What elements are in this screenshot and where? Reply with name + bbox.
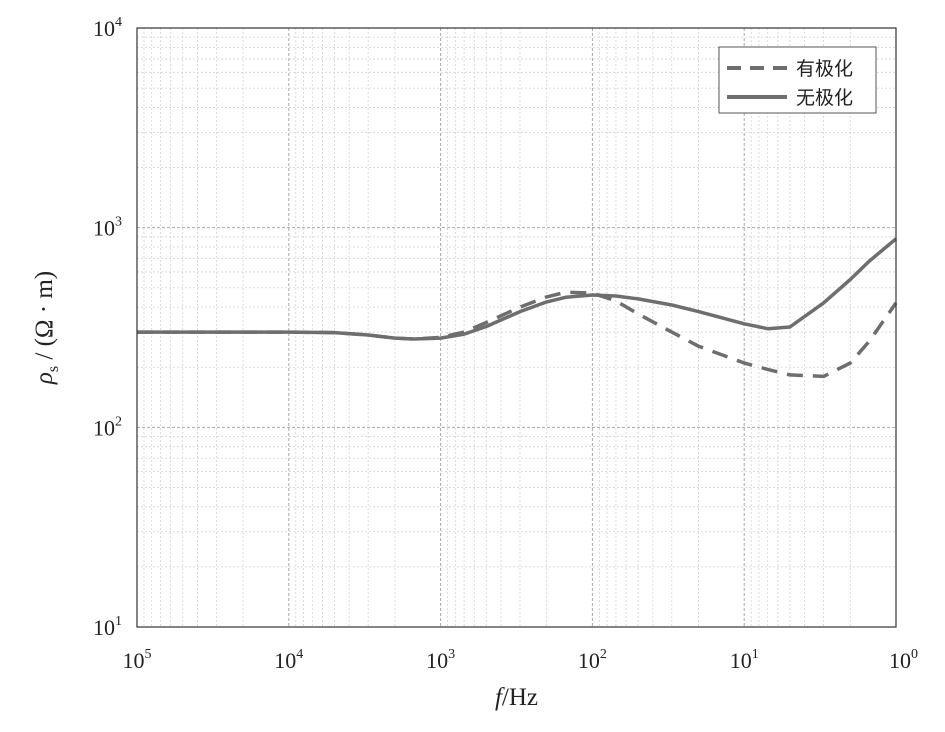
series-line-unpolarized bbox=[137, 237, 898, 341]
x-tick-base: 10 bbox=[889, 648, 911, 673]
x-axis-label: f/Hz bbox=[495, 684, 538, 711]
x-tick-base: 10 bbox=[730, 648, 752, 673]
y-axis-label-subscript: s bbox=[45, 366, 62, 372]
x-tick-label: 105 bbox=[123, 647, 152, 673]
x-tick-label: 101 bbox=[730, 647, 759, 673]
y-tick-label: 104 bbox=[93, 15, 122, 41]
legend-label-polarized: 有极化 bbox=[796, 58, 853, 80]
series-layer bbox=[137, 237, 898, 379]
legend: 有极化 无极化 bbox=[718, 46, 877, 114]
x-tick-label: 102 bbox=[578, 647, 607, 673]
legend-label-unpolarized: 无极化 bbox=[796, 87, 853, 109]
x-tick-label: 104 bbox=[274, 647, 303, 673]
y-tick-base: 10 bbox=[93, 415, 115, 440]
y-axis-label-symbol: ρ bbox=[31, 372, 58, 385]
x-axis-label-symbol: f bbox=[495, 684, 505, 711]
y-tick-label: 101 bbox=[93, 614, 122, 640]
y-axis-label-unit: / (Ω · m) bbox=[31, 271, 58, 366]
x-tick-exp: 0 bbox=[911, 647, 918, 662]
x-tick-exp: 3 bbox=[448, 647, 455, 662]
x-tick-label: 100 bbox=[889, 647, 918, 673]
x-tick-exp: 2 bbox=[600, 647, 607, 662]
x-tick-exp: 1 bbox=[752, 647, 759, 662]
y-tick-base: 10 bbox=[93, 216, 115, 241]
y-tick-base: 10 bbox=[93, 16, 115, 41]
x-tick-label: 103 bbox=[426, 647, 455, 673]
x-tick-base: 10 bbox=[123, 648, 145, 673]
x-tick-base: 10 bbox=[578, 648, 600, 673]
y-tick-exp: 3 bbox=[115, 215, 122, 230]
x-axis-label-unit: /Hz bbox=[502, 684, 538, 711]
y-tick-exp: 4 bbox=[115, 15, 122, 30]
legend-box bbox=[718, 46, 877, 114]
series-line-polarized bbox=[137, 290, 898, 379]
y-tick-label: 102 bbox=[93, 414, 122, 440]
y-tick-exp: 1 bbox=[115, 614, 122, 629]
y-tick-base: 10 bbox=[93, 615, 115, 640]
x-tick-exp: 5 bbox=[145, 647, 152, 662]
x-tick-base: 10 bbox=[426, 648, 448, 673]
x-tick-labels: 105 104 103 102 101 100 bbox=[123, 647, 919, 673]
plot-frame bbox=[136, 27, 897, 628]
x-tick-exp: 4 bbox=[296, 647, 303, 662]
x-tick-base: 10 bbox=[274, 648, 296, 673]
y-tick-exp: 2 bbox=[115, 414, 122, 429]
y-tick-label: 103 bbox=[93, 215, 122, 241]
y-axis-label: ρs / (Ω · m) bbox=[31, 271, 62, 385]
